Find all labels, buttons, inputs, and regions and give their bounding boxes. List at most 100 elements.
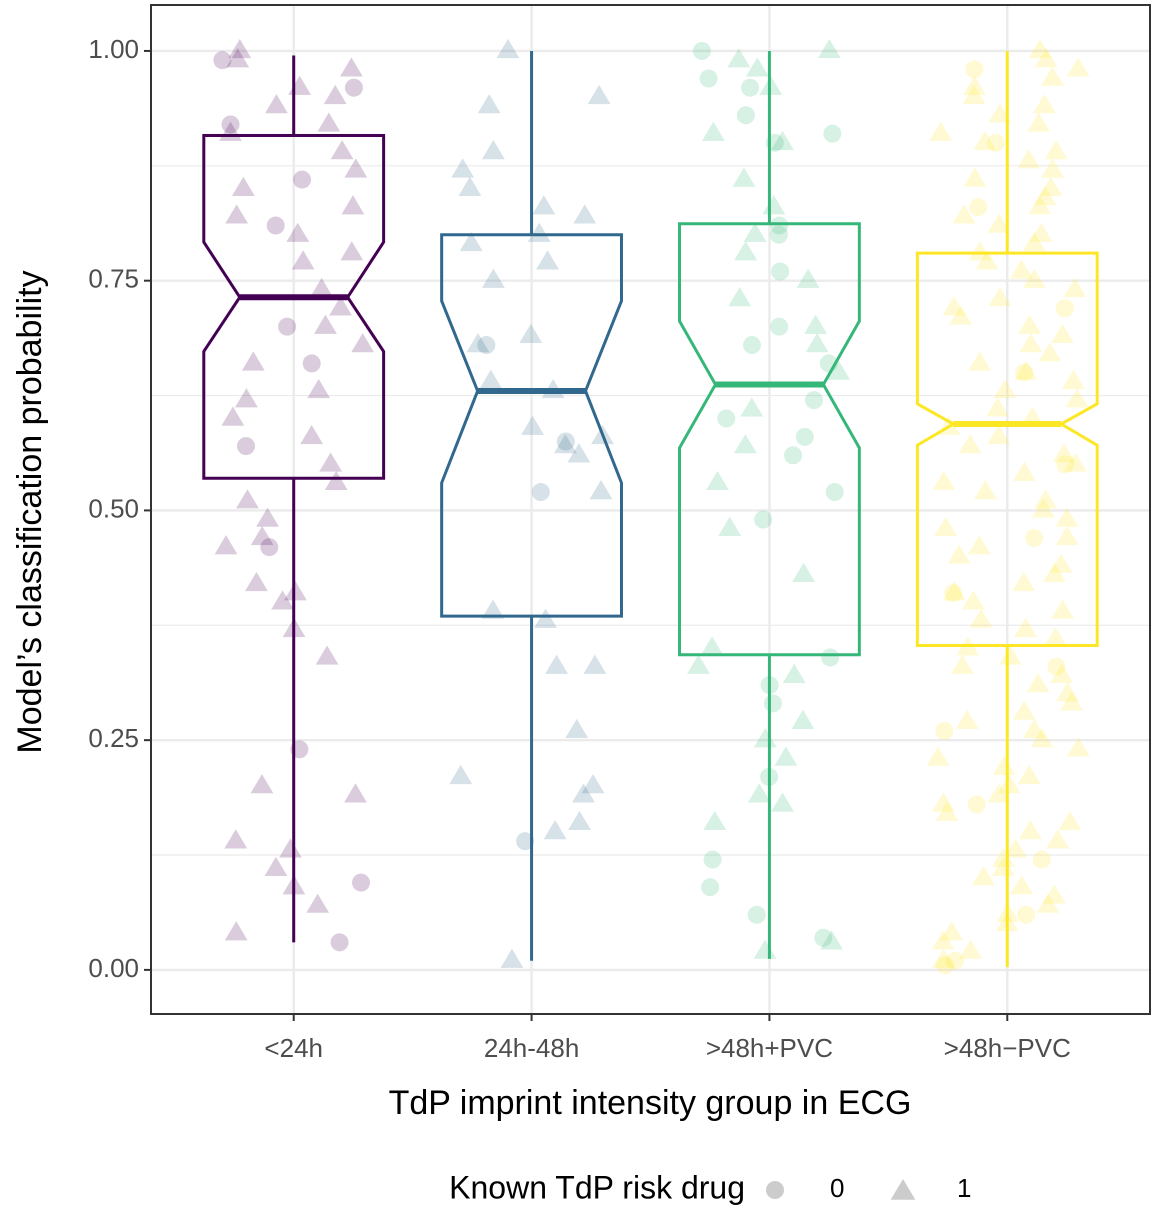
point-triangle <box>734 241 758 261</box>
point-triangle <box>449 764 473 785</box>
point-triangle <box>796 268 820 288</box>
point-triangle <box>940 921 964 941</box>
point-triangle <box>782 663 806 684</box>
point-circle <box>266 216 285 235</box>
x-tick-label: >48h−PVC <box>944 1033 1071 1063</box>
y-tick-label: 0.25 <box>88 723 139 753</box>
point-triangle <box>1042 884 1066 904</box>
point-circle <box>771 262 790 281</box>
point-circle <box>701 878 720 897</box>
point-circle <box>344 78 363 97</box>
point-circle <box>823 124 842 143</box>
point-circle <box>703 850 722 869</box>
point-triangle <box>998 645 1022 665</box>
y-tick-label: 0.75 <box>88 264 139 294</box>
point-triangle <box>963 167 987 187</box>
point-triangle <box>987 424 1011 445</box>
point-triangle <box>568 810 591 831</box>
point-triangle <box>344 158 368 178</box>
point-triangle <box>987 213 1011 233</box>
point-triangle <box>791 709 815 729</box>
point-circle <box>302 354 321 373</box>
point-circle <box>944 584 963 603</box>
point-triangle <box>792 562 816 582</box>
point-triangle <box>1010 259 1033 279</box>
point-circle <box>278 317 297 336</box>
point-circle <box>770 216 789 235</box>
point-triangle <box>482 268 505 288</box>
point-triangle <box>581 774 605 794</box>
y-axis-title: Model’s classification probability <box>11 270 49 753</box>
point-triangle <box>589 480 613 500</box>
point-triangle <box>351 333 375 353</box>
y-tick-label: 0.00 <box>88 953 139 983</box>
point-triangle <box>329 296 352 316</box>
point-triangle <box>1021 406 1044 426</box>
point-triangle <box>935 801 959 821</box>
point-triangle <box>728 287 752 307</box>
point-circle <box>236 437 255 456</box>
point-triangle <box>519 323 543 344</box>
point-triangle <box>733 434 757 454</box>
legend-label: 0 <box>830 1173 844 1203</box>
point-circle <box>699 69 718 88</box>
point-triangle <box>256 507 279 527</box>
point-circle <box>1032 850 1051 869</box>
point-triangle <box>962 84 986 105</box>
point-circle <box>330 933 349 952</box>
point-triangle <box>1058 810 1082 831</box>
point-triangle <box>565 718 589 739</box>
point-triangle <box>307 378 331 399</box>
point-circle <box>1056 455 1075 474</box>
point-circle <box>1055 299 1074 318</box>
point-triangle <box>1051 323 1074 344</box>
point-triangle <box>952 204 976 224</box>
point-triangle <box>477 94 501 114</box>
point-triangle <box>496 38 520 59</box>
box <box>440 233 623 618</box>
point-triangle <box>521 415 544 435</box>
point-triangle <box>1034 48 1058 68</box>
point-triangle <box>958 434 982 454</box>
point-triangle <box>250 774 274 794</box>
point-circle <box>736 106 755 125</box>
legend-key-triangle <box>890 1179 916 1200</box>
point-circle <box>821 648 840 667</box>
point-triangle <box>997 774 1021 794</box>
point-circle <box>814 928 833 947</box>
point-triangle <box>827 360 851 380</box>
point-circle <box>741 78 760 97</box>
point-triangle <box>934 516 958 536</box>
point-triangle <box>284 581 307 601</box>
point-triangle <box>969 608 993 628</box>
point-triangle <box>224 921 248 941</box>
point-triangle <box>1018 314 1042 334</box>
point-triangle <box>988 103 1012 123</box>
point-triangle <box>228 38 252 59</box>
point-circle <box>717 409 736 428</box>
box <box>202 133 386 480</box>
point-triangle <box>265 94 288 114</box>
point-triangle <box>774 746 798 766</box>
point-triangle <box>236 489 259 509</box>
point-triangle <box>1014 617 1038 638</box>
point-triangle <box>1027 112 1050 132</box>
point-circle <box>556 432 575 451</box>
point-triangle <box>500 948 524 968</box>
point-triangle <box>974 480 997 500</box>
point-circle <box>221 115 240 134</box>
point-triangle <box>961 590 985 610</box>
point-circle <box>769 225 788 244</box>
point-triangle <box>250 525 274 546</box>
point-triangle <box>572 783 595 803</box>
x-tick-label: 24h-48h <box>484 1033 579 1063</box>
panel-border <box>150 4 1151 1015</box>
point-triangle <box>991 856 1015 877</box>
point-triangle <box>1041 158 1064 178</box>
point-circle <box>763 694 782 713</box>
point-triangle <box>1012 461 1036 481</box>
point-triangle <box>545 654 568 674</box>
point-triangle <box>315 645 339 665</box>
point-triangle <box>968 351 992 371</box>
point-circle <box>935 721 954 740</box>
